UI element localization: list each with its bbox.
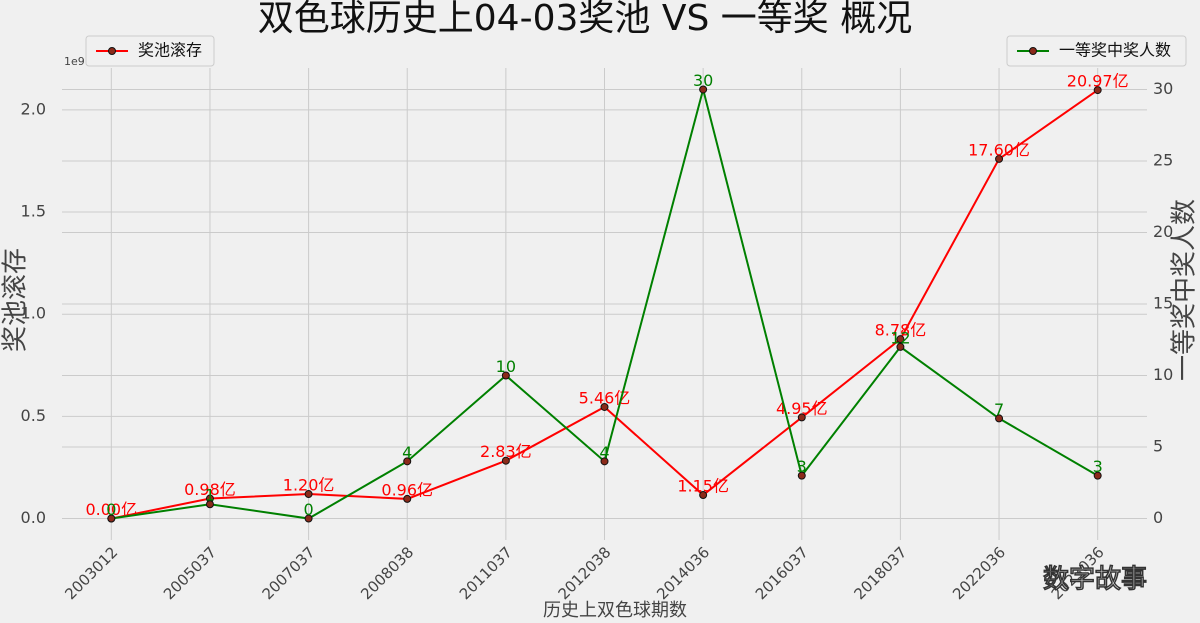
data-point	[600, 402, 609, 411]
data-point	[699, 85, 708, 94]
legend: 一等奖中奖人数	[1006, 35, 1187, 67]
y2-tick-label: 0	[1153, 508, 1163, 527]
data-label: 20.97亿	[1067, 72, 1129, 91]
data-point	[896, 335, 905, 344]
data-point	[995, 154, 1004, 163]
data-point	[995, 414, 1004, 423]
legend-box	[85, 35, 215, 67]
y2-tick-label: 10	[1153, 365, 1173, 384]
data-point	[1093, 471, 1102, 480]
data-label: 1	[205, 486, 215, 505]
data-label: 0.00亿	[85, 500, 137, 519]
y2-tick-label: 25	[1153, 150, 1173, 169]
y2-tick-label: 5	[1153, 437, 1163, 456]
data-point	[501, 371, 510, 380]
data-label: 0	[303, 500, 313, 519]
data-label: 1.15亿	[677, 477, 729, 496]
y-tick-label: 0.5	[21, 406, 46, 425]
data-point	[1093, 86, 1102, 95]
legend-marker	[108, 47, 116, 55]
y2-tick-label: 30	[1153, 79, 1173, 98]
data-point	[699, 491, 708, 500]
data-point	[797, 471, 806, 480]
data-label: 4.95亿	[776, 399, 828, 418]
data-label: 5.46亿	[579, 388, 631, 407]
y-offset-label: 1e9	[64, 55, 85, 68]
data-point	[107, 514, 116, 523]
x-axis-label: 历史上双色球期数	[543, 600, 687, 621]
legend: 奖池滚存	[85, 35, 215, 67]
y-tick-label: 2.0	[21, 99, 46, 118]
y2-axis-label: 一等奖中奖人数	[1170, 199, 1200, 381]
data-point	[896, 342, 905, 351]
y-tick-label: 0.0	[21, 508, 46, 527]
data-label: 30	[693, 71, 713, 90]
chart-title: 双色球历史上04-03奖池 VS 一等奖 概况	[258, 0, 912, 39]
data-point	[403, 457, 412, 466]
y2-tick-label: 15	[1153, 294, 1173, 313]
legend-marker	[1029, 47, 1037, 55]
watermark: 数字故事	[1043, 564, 1147, 595]
data-label: 3	[1093, 457, 1103, 476]
data-label: 17.60亿	[968, 140, 1030, 159]
legend-box	[1006, 35, 1187, 67]
data-label: 10	[496, 357, 516, 376]
data-label: 3	[797, 457, 807, 476]
data-label: 0.96亿	[381, 480, 433, 499]
data-point	[797, 413, 806, 422]
data-label: 7	[994, 400, 1004, 419]
y-tick-label: 1.5	[21, 202, 46, 221]
data-point	[600, 457, 609, 466]
data-label: 0.98亿	[184, 480, 236, 499]
y-tick-label: 1.0	[21, 304, 46, 323]
data-label: 12	[890, 328, 910, 347]
data-label: 4	[402, 443, 412, 462]
data-label: 1.20亿	[283, 476, 335, 495]
data-point	[403, 494, 412, 503]
data-label: 0	[106, 500, 116, 519]
y-axis-label: 奖池滚存	[1, 248, 31, 352]
data-point	[205, 500, 214, 509]
data-point	[304, 490, 313, 499]
y2-tick-label: 20	[1153, 222, 1173, 241]
legend-label: 奖池滚存	[138, 41, 202, 60]
data-label: 4	[599, 443, 609, 462]
data-point	[304, 514, 313, 523]
legend-label: 一等奖中奖人数	[1059, 41, 1171, 60]
data-label: 2.83亿	[480, 442, 532, 461]
data-point	[501, 456, 510, 465]
data-label: 8.78亿	[875, 321, 927, 340]
